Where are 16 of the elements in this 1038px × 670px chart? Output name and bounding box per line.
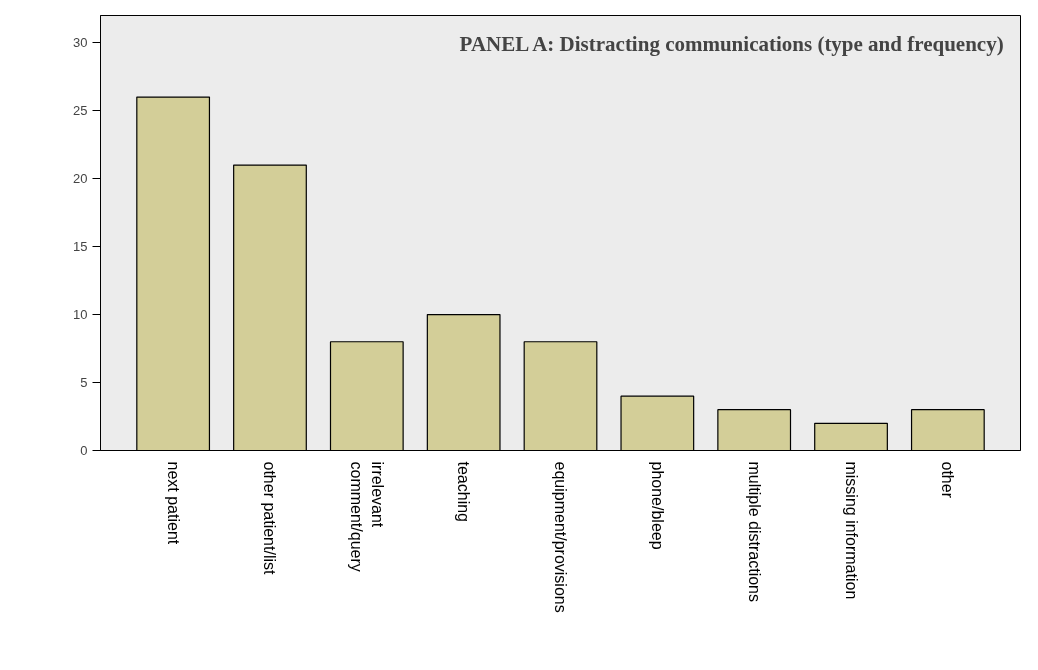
x-tick-label: next patient <box>164 461 182 545</box>
y-tick-label: 10 <box>73 307 88 323</box>
x-tick-label: multiple distractions <box>745 461 763 602</box>
x-tick-label: missing information <box>842 461 860 600</box>
y-tick-label: 30 <box>73 35 88 51</box>
y-tick-label: 5 <box>80 375 88 391</box>
x-tick-label: phone/bleep <box>648 461 666 550</box>
y-tick-label: 15 <box>73 239 88 255</box>
y-tick-label: 25 <box>73 103 88 119</box>
text: PANEL A: Distracting communications (type and frequency) <box>459 31 1004 56</box>
x-tick-label: other patient/list <box>261 461 279 576</box>
x-tick-label: teaching <box>455 461 473 522</box>
y-tick-label: 20 <box>73 171 88 187</box>
x-tick-label: other <box>939 461 957 499</box>
x-tick-label: equipment/provisions <box>552 461 569 613</box>
y-tick-label: 0 <box>80 443 88 458</box>
